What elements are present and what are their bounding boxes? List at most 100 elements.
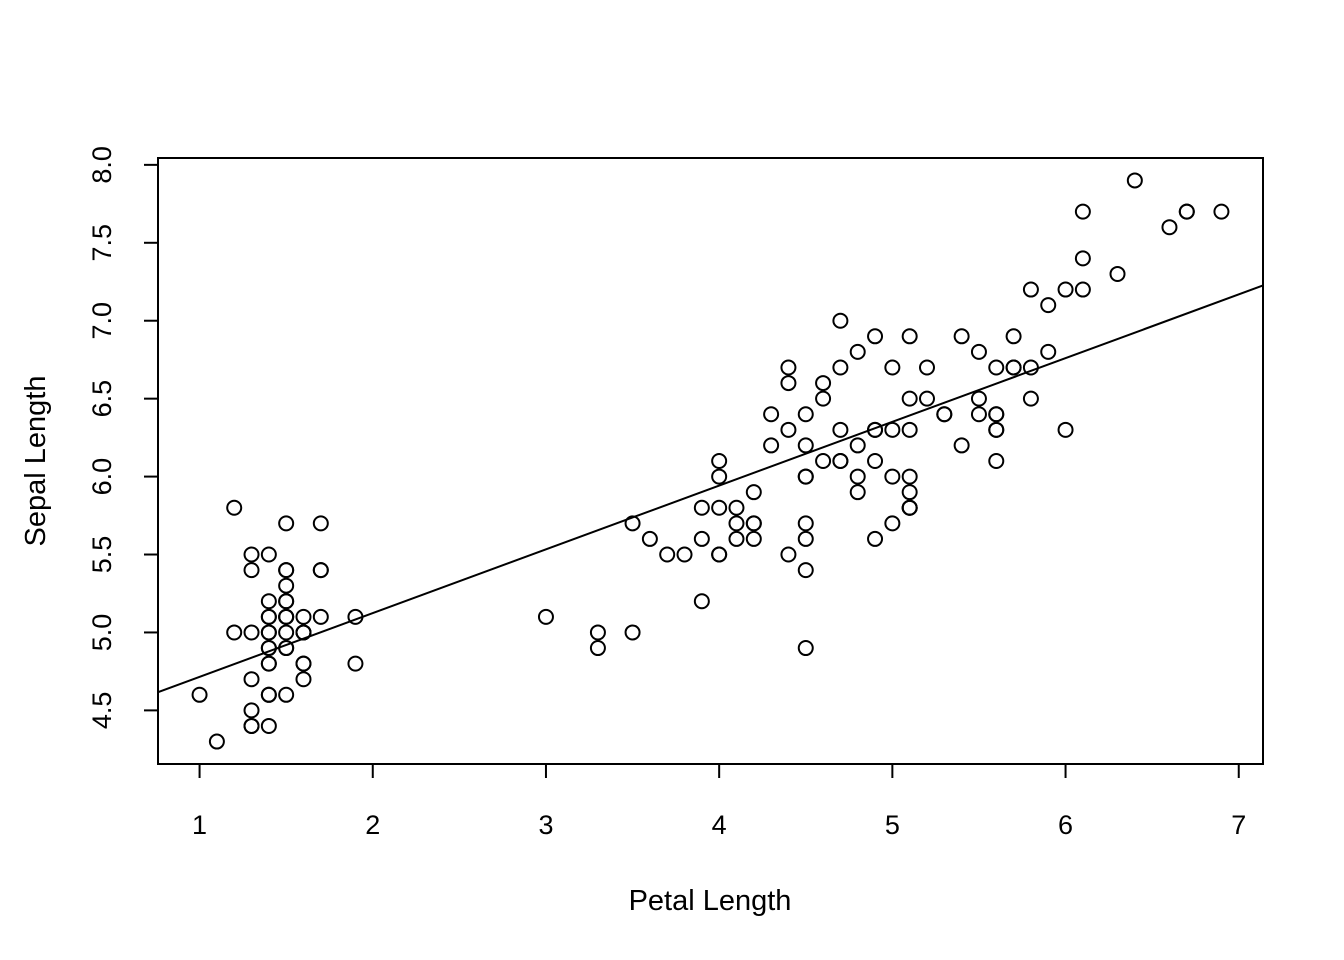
data-point <box>624 624 641 641</box>
data-point <box>867 453 884 469</box>
x-tick-label: 3 <box>538 810 553 840</box>
data-point <box>347 655 364 672</box>
data-point <box>901 484 918 501</box>
data-point <box>711 499 728 516</box>
data-point <box>243 624 260 641</box>
y-tick-label: 5.0 <box>87 614 117 652</box>
data-point <box>988 359 1005 376</box>
data-point <box>763 437 780 454</box>
data-point <box>1057 281 1074 298</box>
data-point <box>1022 390 1039 407</box>
x-axis-title: Petal Length <box>629 885 792 917</box>
data-point <box>278 562 295 579</box>
x-tick-label: 2 <box>365 810 380 840</box>
data-point <box>728 530 745 547</box>
data-point <box>226 499 243 516</box>
data-point <box>797 437 814 454</box>
data-point <box>278 515 295 532</box>
data-point <box>780 359 797 376</box>
x-tick-label: 4 <box>712 810 727 840</box>
data-point <box>1161 219 1178 236</box>
x-axis: 1 2 3 4 5 6 7 <box>192 763 1246 840</box>
data-point <box>208 733 225 750</box>
data-point <box>295 671 312 688</box>
data-point <box>278 593 295 610</box>
data-point <box>797 515 814 532</box>
x-tick-label: 5 <box>885 810 900 840</box>
data-point <box>243 671 260 688</box>
data-point <box>243 702 260 719</box>
data-point <box>815 453 832 469</box>
data-point <box>780 375 797 392</box>
data-point <box>260 546 277 563</box>
data-point <box>901 390 918 407</box>
data-point <box>243 717 260 734</box>
data-point <box>191 686 208 703</box>
data-point <box>815 375 832 392</box>
data-point <box>278 577 295 594</box>
data-point <box>797 562 814 579</box>
data-point <box>815 390 832 407</box>
data-point <box>867 530 884 547</box>
data-point <box>1178 203 1195 220</box>
data-point <box>901 468 918 485</box>
data-point <box>988 453 1005 469</box>
data-point <box>849 484 866 501</box>
data-point <box>693 593 710 610</box>
data-point <box>970 343 987 360</box>
data-point <box>988 406 1005 423</box>
data-point <box>624 515 641 532</box>
data-point <box>797 640 814 657</box>
y-axis-title: Sepal Length <box>20 376 52 547</box>
data-point <box>1022 281 1039 298</box>
data-point <box>936 406 953 423</box>
data-point <box>295 655 312 672</box>
data-point <box>243 546 260 563</box>
data-point <box>745 530 762 547</box>
data-point <box>780 546 797 563</box>
data-point <box>260 717 277 734</box>
y-tick-label: 7.5 <box>87 224 117 262</box>
y-tick-label: 7.0 <box>87 302 117 340</box>
data-point <box>745 484 762 501</box>
data-point <box>918 390 935 407</box>
x-tick-label: 7 <box>1231 810 1246 840</box>
data-point <box>641 530 658 547</box>
data-point <box>901 421 918 438</box>
data-point <box>711 546 728 563</box>
data-point <box>312 562 329 579</box>
y-tick-label: 6.0 <box>87 458 117 496</box>
data-point <box>226 624 243 641</box>
data-point <box>278 608 295 625</box>
data-point <box>780 421 797 438</box>
data-point <box>243 562 260 579</box>
data-point <box>953 437 970 454</box>
y-tick-label: 6.5 <box>87 380 117 418</box>
y-axis: 4.5 5.0 5.5 6.0 6.5 7.0 7.5 8.0 <box>87 146 159 729</box>
data-point <box>711 453 728 469</box>
data-point <box>676 546 693 563</box>
data-point <box>260 655 277 672</box>
data-point <box>312 608 329 625</box>
data-point <box>832 421 849 438</box>
plot-frame <box>157 157 1264 765</box>
data-point <box>1074 203 1091 220</box>
data-point <box>970 406 987 423</box>
data-point <box>1040 297 1057 314</box>
data-point <box>693 499 710 516</box>
data-point <box>884 515 901 532</box>
data-point <box>832 359 849 376</box>
regression-line <box>157 284 1264 694</box>
data-point <box>260 624 277 641</box>
data-point <box>970 390 987 407</box>
data-point <box>537 608 554 625</box>
data-point <box>884 359 901 376</box>
data-point <box>901 499 918 516</box>
data-point <box>295 608 312 625</box>
data-point <box>1109 265 1126 282</box>
data-point <box>884 421 901 438</box>
data-point <box>849 343 866 360</box>
data-point <box>1213 203 1230 220</box>
data-point <box>797 468 814 485</box>
